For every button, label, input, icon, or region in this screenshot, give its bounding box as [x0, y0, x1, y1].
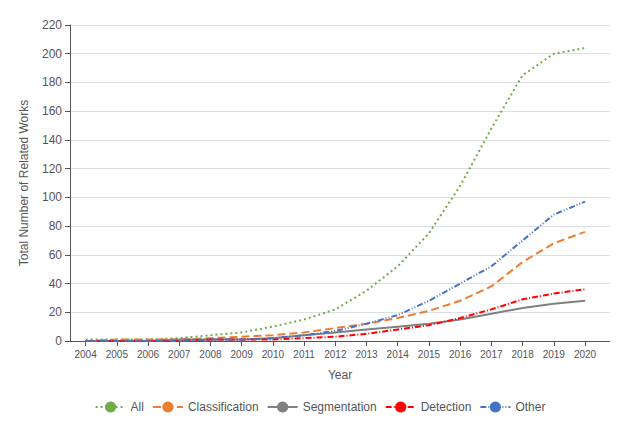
svg-text:2019: 2019: [543, 349, 566, 360]
svg-text:2005: 2005: [106, 349, 129, 360]
svg-text:20: 20: [49, 305, 63, 319]
svg-text:2010: 2010: [262, 349, 285, 360]
svg-text:100: 100: [42, 190, 62, 204]
svg-text:200: 200: [42, 47, 62, 61]
svg-text:0: 0: [55, 334, 62, 348]
svg-text:60: 60: [49, 248, 63, 262]
svg-text:80: 80: [49, 219, 63, 233]
svg-text:2009: 2009: [231, 349, 254, 360]
svg-text:2007: 2007: [168, 349, 191, 360]
svg-text:2020: 2020: [574, 349, 597, 360]
svg-text:Other: Other: [515, 400, 545, 414]
svg-text:Year: Year: [328, 368, 352, 382]
svg-text:140: 140: [42, 133, 62, 147]
svg-text:2008: 2008: [199, 349, 222, 360]
svg-text:Detection: Detection: [421, 400, 472, 414]
svg-text:2014: 2014: [387, 349, 410, 360]
svg-text:Total Number of Related Works: Total Number of Related Works: [17, 100, 31, 267]
svg-text:2017: 2017: [480, 349, 503, 360]
svg-text:2012: 2012: [324, 349, 347, 360]
svg-text:2013: 2013: [355, 349, 378, 360]
svg-text:120: 120: [42, 162, 62, 176]
svg-text:Classification: Classification: [188, 400, 259, 414]
svg-text:All: All: [131, 400, 144, 414]
svg-text:160: 160: [42, 104, 62, 118]
svg-text:2015: 2015: [418, 349, 441, 360]
svg-text:2004: 2004: [74, 349, 97, 360]
svg-text:180: 180: [42, 75, 62, 89]
svg-text:2011: 2011: [293, 349, 315, 360]
svg-text:220: 220: [42, 18, 62, 32]
svg-text:Segmentation: Segmentation: [303, 400, 377, 414]
svg-text:2006: 2006: [137, 349, 160, 360]
svg-text:40: 40: [49, 277, 63, 291]
svg-text:2018: 2018: [511, 349, 534, 360]
svg-text:2016: 2016: [449, 349, 472, 360]
